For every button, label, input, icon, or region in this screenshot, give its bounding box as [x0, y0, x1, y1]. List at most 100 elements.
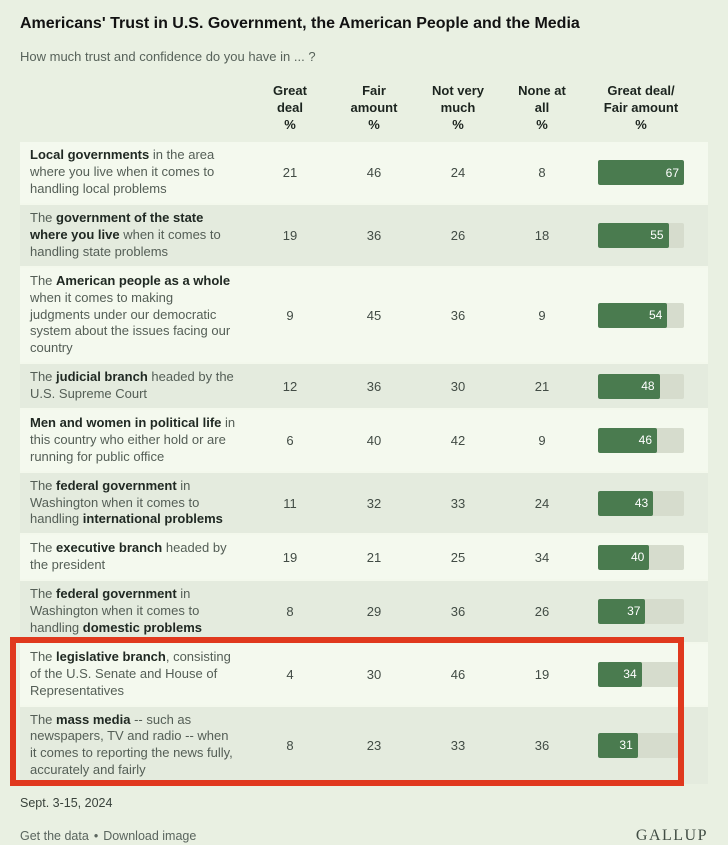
value-cell: 32	[366, 495, 382, 511]
bar-value: 55	[650, 228, 664, 243]
value-cell: 33	[450, 737, 466, 753]
bar-fill: 48	[598, 373, 660, 399]
value-cell: 42	[450, 432, 466, 448]
footer-links: Get the data • Download image	[20, 829, 196, 843]
row-label: The executive branch headed by the presi…	[30, 540, 227, 573]
bar-track: 46	[598, 427, 684, 453]
value-cell: 36	[450, 603, 466, 619]
value-cell: 29	[366, 603, 382, 619]
column-header: Great deal/ Fair amount %	[603, 82, 679, 132]
value-cell: 21	[282, 165, 298, 181]
gallup-logo: GALLUP	[635, 827, 708, 845]
value-cell: 21	[366, 549, 382, 565]
column-header: Not very much %	[431, 82, 485, 132]
bar-value: 43	[634, 496, 649, 511]
table-row: Local governments in the area where you …	[20, 142, 708, 206]
bar-cell: 31	[584, 732, 708, 758]
link-separator: •	[93, 829, 99, 844]
value-cell: 24	[534, 495, 550, 511]
value-cell: 26	[534, 603, 550, 619]
value-cell: 36	[366, 378, 382, 394]
bar-track: 40	[598, 544, 684, 570]
bar-fill: 67	[598, 160, 684, 186]
value-cell: 46	[450, 666, 466, 682]
bar-value: 40	[630, 550, 645, 565]
bar-value: 67	[665, 165, 679, 180]
bar-cell: 34	[584, 661, 708, 687]
trust-table: Great deal % Fair amount % Not very much %…	[10, 82, 708, 787]
row-label: The federal government in Washington whe…	[30, 586, 202, 635]
bar-track: 55	[598, 222, 684, 248]
value-cell: 12	[282, 378, 298, 394]
survey-date: Sept. 3-15, 2024	[20, 796, 113, 811]
bar-track: 67	[598, 160, 684, 186]
bar-track: 34	[598, 661, 684, 687]
bar-track: 48	[598, 373, 684, 399]
bar-fill: 34	[598, 661, 642, 687]
get-the-data-link[interactable]: Get the data	[20, 829, 89, 844]
bar-value: 31	[619, 738, 633, 753]
highlighted-rows-group: The legislative branch, consisting of th…	[10, 636, 708, 787]
bar-track: 37	[598, 598, 684, 624]
bar-fill: 43	[598, 490, 654, 516]
value-cell: 26	[450, 227, 466, 243]
table-rows: Local governments in the area where you …	[10, 142, 708, 787]
download-image-link[interactable]: Download image	[103, 829, 197, 844]
bar-value: 48	[641, 379, 655, 394]
row-label: The American people as a whole when it c…	[30, 272, 231, 356]
value-cell: 6	[286, 432, 294, 448]
page-title: Americans' Trust in U.S. Government, the…	[20, 15, 580, 32]
table-row: The judicial branch headed by the U.S. S…	[20, 364, 708, 411]
bar-fill: 31	[598, 732, 638, 758]
bar-cell: 54	[584, 302, 708, 328]
bar-value: 37	[627, 604, 641, 619]
value-cell: 36	[450, 307, 466, 323]
value-cell: 46	[366, 165, 382, 181]
bar-cell: 40	[584, 544, 708, 570]
value-cell: 11	[283, 495, 297, 511]
bar-fill: 40	[598, 544, 650, 570]
value-cell: 21	[534, 378, 550, 394]
bar-value: 54	[648, 308, 663, 323]
column-header: Great deal %	[273, 82, 307, 132]
row-label: The legislative branch, consisting of th…	[30, 648, 231, 698]
row-label: The judicial branch headed by the U.S. S…	[30, 369, 234, 402]
value-cell: 33	[450, 495, 466, 511]
value-cell: 25	[450, 549, 466, 565]
value-cell: 19	[282, 227, 298, 243]
value-cell: 36	[534, 737, 550, 753]
row-label: The mass media -- such as newspapers, TV…	[30, 711, 233, 778]
bar-value: 46	[638, 433, 653, 448]
bar-cell: 46	[584, 427, 708, 453]
bar-fill: 46	[598, 427, 658, 453]
value-cell: 4	[286, 666, 294, 682]
bar-cell: 37	[584, 598, 708, 624]
bar-cell: 48	[584, 373, 708, 399]
row-label: The government of the state where you li…	[30, 210, 221, 259]
value-cell: 8	[286, 737, 294, 753]
row-label: The federal government in Washington whe…	[30, 477, 223, 527]
table-row: The American people as a whole when it c…	[20, 267, 708, 365]
bar-fill: 54	[598, 302, 668, 328]
row-label: Men and women in political life in this …	[30, 415, 236, 464]
value-cell: 36	[366, 227, 382, 243]
bar-cell: 43	[584, 490, 708, 516]
page: Americans' Trust in U.S. Government, the…	[10, 15, 708, 787]
page-subtitle: How much trust and confidence do you hav…	[20, 49, 316, 65]
table-row: The legislative branch, consisting of th…	[20, 643, 708, 707]
value-cell: 9	[286, 307, 294, 323]
bar-track: 43	[598, 490, 684, 516]
value-cell: 34	[534, 549, 550, 565]
value-cell: 19	[534, 666, 550, 682]
value-cell: 30	[366, 666, 382, 682]
column-header: Fair amount %	[350, 82, 398, 132]
table-row: The federal government in Washington whe…	[20, 472, 708, 536]
bar-fill: 55	[598, 222, 669, 248]
value-cell: 18	[534, 227, 550, 243]
value-cell: 8	[286, 603, 294, 619]
value-cell: 9	[538, 307, 546, 323]
bar-cell: 67	[584, 160, 708, 186]
bar-track: 31	[598, 732, 684, 758]
table-row: Men and women in political life in this …	[20, 410, 708, 473]
bar-track: 54	[598, 302, 684, 328]
